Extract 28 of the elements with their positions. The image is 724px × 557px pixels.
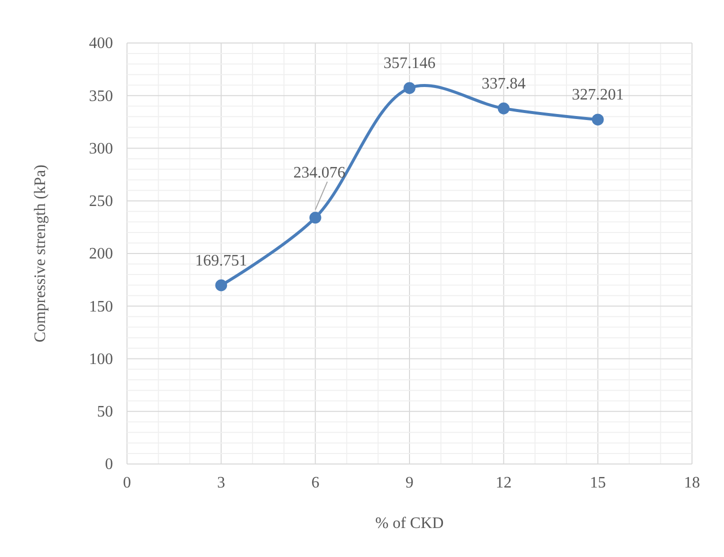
x-tick-label: 18 xyxy=(684,474,700,492)
y-tick-label: 200 xyxy=(89,246,113,263)
x-tick-label: 15 xyxy=(590,474,606,492)
y-tick-label: 150 xyxy=(89,298,113,316)
point xyxy=(592,114,604,126)
x-tick-label: 0 xyxy=(123,474,131,492)
y-tick-label: 250 xyxy=(89,192,113,210)
data-label: 337.84 xyxy=(482,75,526,92)
y-axis-title: Compressive strength (kPa) xyxy=(32,164,49,342)
y-tick-label: 400 xyxy=(89,35,113,52)
y-tick-label: 100 xyxy=(89,350,113,368)
x-tick-label: 12 xyxy=(496,474,512,492)
point xyxy=(215,279,228,292)
data-label: 327.201 xyxy=(572,86,624,104)
data-label: 234.076 xyxy=(293,164,346,182)
data-label: 357.146 xyxy=(384,55,436,72)
point xyxy=(404,82,416,94)
x-tick-label: 9 xyxy=(406,474,414,492)
y-tick-label: 50 xyxy=(97,403,113,420)
y-tick-label: 350 xyxy=(89,88,113,105)
y-tick-label: 300 xyxy=(89,140,113,158)
x-axis-title: % of CKD xyxy=(375,515,444,532)
point xyxy=(498,102,510,114)
point xyxy=(309,212,322,224)
x-tick-label: 6 xyxy=(311,474,320,492)
x-tick-label: 3 xyxy=(217,474,226,492)
data-label: 169.751 xyxy=(195,252,248,270)
y-tick-label: 0 xyxy=(105,456,113,474)
